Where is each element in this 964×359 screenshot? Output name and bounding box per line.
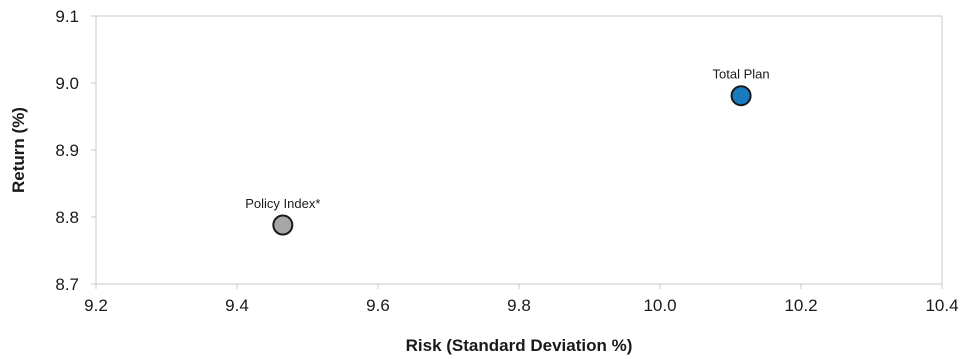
x-tick-label: 10.0 (643, 296, 676, 315)
data-point-label: Total Plan (713, 67, 770, 82)
x-tick-label: 10.2 (784, 296, 817, 315)
y-axis-ticks: 8.7 8.8 8.9 9.0 9.1 (55, 7, 96, 294)
y-tick-label: 9.0 (55, 74, 79, 93)
x-tick-label: 9.6 (366, 296, 390, 315)
y-tick-label: 8.8 (55, 208, 79, 227)
x-tick-label: 9.4 (225, 296, 249, 315)
y-tick-label: 8.7 (55, 275, 79, 294)
data-point-label: Policy Index* (245, 196, 320, 211)
data-points: Total Plan Policy Index* (245, 67, 770, 236)
data-point (272, 214, 294, 236)
x-tick-label: 10.4 (925, 296, 958, 315)
x-axis-ticks: 9.2 9.4 9.6 9.8 10.0 10.2 10.4 (84, 284, 959, 315)
plot-area-frame (95, 15, 943, 285)
x-tick-label: 9.8 (507, 296, 531, 315)
y-tick-label: 9.1 (55, 7, 79, 26)
y-tick-label: 8.9 (55, 141, 79, 160)
data-point (730, 85, 752, 107)
x-axis-title: Risk (Standard Deviation %) (406, 336, 633, 355)
y-axis-title: Return (%) (9, 107, 28, 193)
x-tick-label: 9.2 (84, 296, 108, 315)
